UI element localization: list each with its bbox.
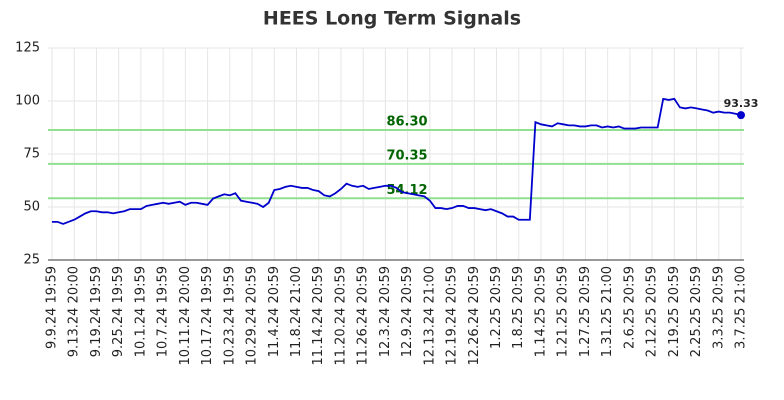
x-tick-label: 10.11.24 20:00	[178, 266, 193, 366]
x-tick-label: 9.19.24 19:59	[89, 266, 104, 357]
x-tick-label: 1.27.25 20:59	[578, 266, 593, 357]
x-tick-label: 9.13.24 20:00	[67, 266, 82, 357]
x-tick-label: 2.6.25 20:59	[622, 266, 637, 349]
x-tick-label: 11.4.24 20:59	[267, 266, 282, 357]
x-tick-label: 1.31.25 21:00	[600, 266, 615, 357]
last-point	[737, 111, 745, 120]
x-tick-label: 3.7.25 21:00	[734, 266, 749, 349]
line	[52, 97, 742, 225]
y-tick-label: 75	[23, 147, 40, 162]
x-tick-label: 11.8.24 21:00	[289, 266, 304, 357]
x-tick-label: 10.7.24 19:59	[156, 266, 171, 357]
x-tick-label: 12.9.24 20:59	[400, 266, 415, 357]
x-tick-label: 1.21.25 20:59	[556, 266, 571, 357]
x-tick-label: 2.25.25 20:59	[689, 266, 704, 357]
reference-label: 86.30	[386, 115, 427, 130]
x-tick-label: 12.26.24 20:59	[467, 266, 482, 366]
x-tick-label: 9.9.24 19:59	[45, 266, 60, 349]
x-tick-label: 11.20.24 20:59	[333, 266, 348, 366]
x-tick-label: 9.25.24 19:59	[111, 266, 126, 357]
y-tick-label: 50	[23, 200, 40, 215]
reference-label: 54.12	[386, 183, 427, 198]
x-tick-label: 11.14.24 20:59	[311, 266, 326, 366]
x-tick-label: 1.8.25 20:59	[511, 266, 526, 349]
x-tick-label: 12.13.24 21:00	[422, 266, 437, 366]
y-tick-label: 25	[23, 253, 40, 268]
x-tick-label: 10.29.24 20:59	[245, 266, 260, 366]
x-tick-label: 3.3.25 20:59	[711, 266, 726, 349]
y-tick-label: 100	[15, 94, 40, 109]
reference-label: 70.35	[386, 148, 427, 163]
x-tick-label: 10.17.24 19:59	[200, 266, 215, 366]
x-tick-label: 1.14.25 20:59	[533, 266, 548, 357]
chart-title: HEES Long Term Signals	[263, 8, 521, 30]
x-tick-label: 1.2.25 20:59	[489, 266, 504, 349]
x-tick-label: 11.26.24 20:59	[356, 266, 371, 366]
y-tick-label: 125	[15, 41, 40, 56]
x-tick-label: 10.1.24 19:59	[133, 266, 148, 357]
x-tick-label: 12.3.24 20:59	[378, 266, 393, 357]
last-value-label: 93.33	[724, 97, 759, 110]
x-tick-label: 2.19.25 20:59	[667, 266, 682, 357]
x-tick-label: 12.19.24 20:59	[445, 266, 460, 366]
x-tick-label: 10.23.24 19:59	[222, 266, 237, 366]
x-tick-label: 2.12.25 20:59	[645, 266, 660, 357]
